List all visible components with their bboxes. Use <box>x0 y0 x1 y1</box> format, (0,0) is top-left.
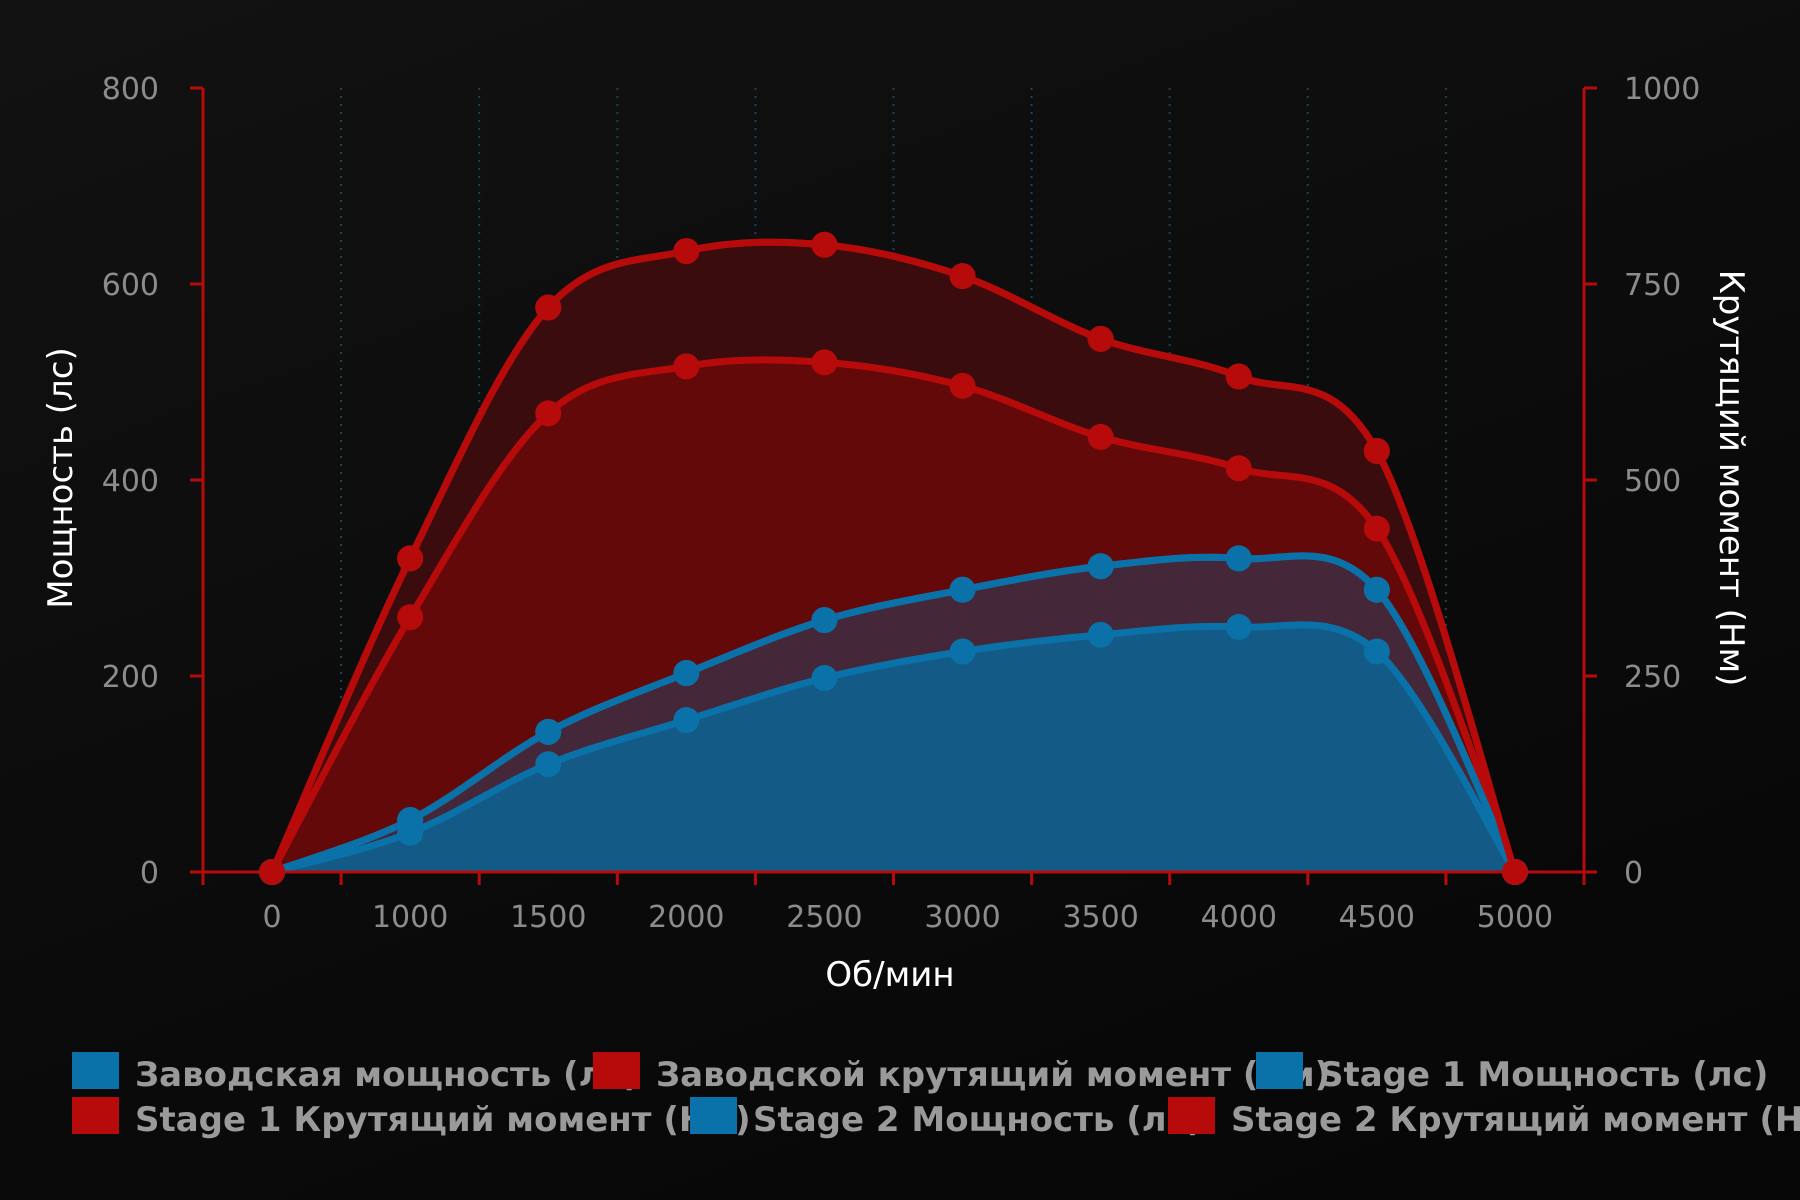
area-series-0 <box>272 624 1515 872</box>
point-series-5-9 <box>1501 859 1528 885</box>
x-tick-label: 4500 <box>1339 900 1415 935</box>
point-series-1-3 <box>673 353 700 380</box>
legend-swatch-5 <box>1168 1097 1215 1134</box>
point-series-5-7 <box>1225 363 1252 390</box>
point-series-1-1 <box>397 604 424 631</box>
point-series-0-7 <box>1225 614 1252 640</box>
point-series-5-4 <box>811 231 838 258</box>
legend-swatch-0 <box>72 1052 119 1089</box>
y-axis-left-title: Мощность (лс) <box>41 347 81 609</box>
x-tick-label: 4000 <box>1201 900 1277 935</box>
point-series-5-2 <box>535 294 562 321</box>
point-series-0-4 <box>811 664 838 691</box>
point-series-5-5 <box>949 263 976 290</box>
point-series-0-2 <box>535 751 562 778</box>
legend-label-2: Stage 1 Мощность (лс) <box>1319 1055 1768 1095</box>
legend-swatch-2 <box>1256 1052 1303 1089</box>
x-tick-label: 2500 <box>786 900 862 935</box>
point-series-1-6 <box>1087 423 1114 450</box>
point-series-4-8 <box>1363 576 1390 603</box>
point-series-0-3 <box>673 707 700 734</box>
y-left-tick-label: 800 <box>102 72 159 107</box>
point-series-4-6 <box>1087 553 1114 580</box>
y-axis-right-title: Крутящий момент (Нм) <box>1711 270 1751 687</box>
point-series-4-4 <box>811 607 838 634</box>
y-left-tick-label: 200 <box>102 660 159 695</box>
point-series-4-7 <box>1225 545 1252 572</box>
line-series-4 <box>268 552 1519 876</box>
x-tick-label: 1000 <box>372 900 448 935</box>
x-tick-label: 2000 <box>648 900 724 935</box>
point-series-0-8 <box>1363 638 1390 665</box>
point-series-0-5 <box>949 638 976 665</box>
point-series-4-1 <box>397 807 424 834</box>
legend: Заводская мощность (лс) Заводской крутящ… <box>72 1052 1800 1140</box>
y-right-tick-label: 0 <box>1624 856 1643 891</box>
legend-label-0: Заводская мощность (лс) <box>135 1055 639 1095</box>
line-series-0 <box>268 621 1519 876</box>
legend-swatch-4 <box>690 1097 737 1134</box>
point-series-5-8 <box>1363 437 1390 464</box>
point-series-5-0 <box>259 859 286 885</box>
legend-label-4: Stage 2 Мощность (лс) <box>753 1100 1202 1140</box>
x-tick-label: 5000 <box>1477 900 1553 935</box>
legend-label-5: Stage 2 Крутящий момент (Нм) <box>1231 1100 1800 1140</box>
y-left-tick-label: 400 <box>102 464 159 499</box>
point-series-4-2 <box>535 718 562 745</box>
x-tick-label: 3500 <box>1062 900 1138 935</box>
point-series-0-6 <box>1087 621 1114 648</box>
point-series-4-3 <box>673 660 700 687</box>
legend-label-3: Stage 1 Крутящий момент (Нм) <box>135 1100 751 1140</box>
axes: 0 200 400 600 800 0 250 500 750 1000 0 1000 1500 2000… <box>102 72 1701 935</box>
y-right-tick-label: 750 <box>1624 268 1681 303</box>
point-series-1-7 <box>1225 455 1252 482</box>
point-series-5-3 <box>673 238 700 265</box>
x-tick-label: 1500 <box>510 900 586 935</box>
y-right-tick-label: 250 <box>1624 660 1681 695</box>
point-series-1-5 <box>949 372 976 399</box>
y-right-tick-label: 500 <box>1624 464 1681 499</box>
line-series-1 <box>268 356 1519 876</box>
point-series-1-2 <box>535 400 562 427</box>
y-left-tick-label: 600 <box>102 268 159 303</box>
point-series-5-6 <box>1087 325 1114 352</box>
x-axis-title: Об/мин <box>825 955 954 995</box>
point-series-5-1 <box>397 545 424 572</box>
legend-swatch-1 <box>593 1052 640 1089</box>
y-left-tick-label: 0 <box>140 856 159 891</box>
point-series-1-4 <box>811 349 838 376</box>
legend-label-1: Заводской крутящий момент (Нм) <box>656 1055 1330 1095</box>
x-tick-label: 3000 <box>924 900 1000 935</box>
data-points <box>259 231 1528 885</box>
point-series-4-5 <box>949 576 976 603</box>
legend-swatch-3 <box>72 1097 119 1134</box>
x-tick-label: 0 <box>263 900 282 935</box>
y-right-tick-label: 1000 <box>1624 72 1700 107</box>
point-series-1-8 <box>1363 515 1390 542</box>
